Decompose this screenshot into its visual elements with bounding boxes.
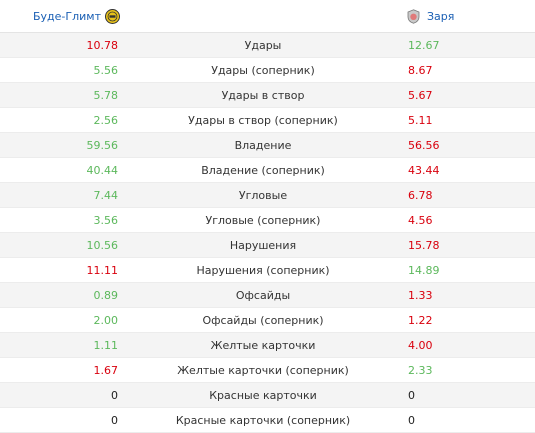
- away-stat-value: 12.67: [408, 38, 440, 52]
- away-stat-value: 1.33: [408, 288, 433, 302]
- stat-row: 2.56 Удары в створ (соперник) 5.11: [0, 108, 535, 133]
- stat-label: Удары в створ (соперник): [188, 113, 338, 127]
- stat-row: 59.56 Владение 56.56: [0, 133, 535, 158]
- stat-row: 7.44 Угловые 6.78: [0, 183, 535, 208]
- stat-row: 2.00 Офсайды (соперник) 1.22: [0, 308, 535, 333]
- stat-row: 1.67 Желтые карточки (соперник) 2.33: [0, 358, 535, 383]
- stat-label: Красные карточки: [209, 388, 317, 402]
- home-stat-value: 59.56: [86, 138, 119, 152]
- stat-label: Угловые: [238, 188, 288, 202]
- stat-row: 10.56 Нарушения 15.78: [0, 233, 535, 258]
- stat-row: 5.78 Удары в створ 5.67: [0, 83, 535, 108]
- away-stat-value: 6.78: [408, 188, 433, 202]
- home-stat-value: 0.89: [93, 288, 119, 302]
- away-stat-value: 0: [408, 413, 415, 427]
- away-stat-value: 2.33: [408, 363, 433, 377]
- home-stat-value: 10.78: [86, 38, 119, 52]
- home-stat-value: 2.00: [93, 313, 119, 327]
- stat-label: Желтые карточки (соперник): [177, 363, 349, 377]
- stat-row: 10.78 Удары 12.67: [0, 33, 535, 58]
- stat-label: Желтые карточки: [210, 338, 316, 352]
- home-stat-value: 5.78: [93, 88, 119, 102]
- stat-row: 1.11 Желтые карточки 4.00: [0, 333, 535, 358]
- home-stat-value: 2.56: [93, 113, 119, 127]
- away-stat-value: 5.67: [408, 88, 433, 102]
- away-stat-value: 8.67: [408, 63, 433, 77]
- home-stat-value: 1.11: [93, 338, 119, 352]
- away-stat-value: 1.22: [408, 313, 433, 327]
- away-stat-value: 56.56: [408, 138, 440, 152]
- stat-label: Удары в створ: [221, 88, 305, 102]
- stat-label: Нарушения (соперник): [196, 263, 330, 277]
- away-stat-value: 14.89: [408, 263, 440, 277]
- stat-row: 3.56 Угловые (соперник) 4.56: [0, 208, 535, 233]
- stat-row: 0 Красные карточки (соперник) 0: [0, 408, 535, 433]
- stats-rows: 10.78 Удары 12.67 5.56 Удары (соперник) 8.67 5…: [0, 33, 535, 433]
- home-stat-value: 0: [111, 388, 118, 402]
- stat-label: Нарушения: [229, 238, 297, 252]
- home-stat-value: 7.44: [93, 188, 119, 202]
- home-stat-value: 5.56: [93, 63, 119, 77]
- home-stat-value: 0: [111, 413, 118, 427]
- zorya-crest-icon: [406, 8, 421, 24]
- away-team-name[interactable]: Заря: [427, 9, 455, 23]
- stat-row: 5.56 Удары (соперник) 8.67: [0, 58, 535, 83]
- stat-label: Красные карточки (соперник): [175, 413, 351, 427]
- stat-label: Владение (соперник): [201, 163, 325, 177]
- stat-row: 11.11 Нарушения (соперник) 14.89: [0, 258, 535, 283]
- home-stat-value: 3.56: [93, 213, 119, 227]
- home-stat-value: 11.11: [86, 263, 119, 277]
- away-stat-value: 0: [408, 388, 415, 402]
- home-stat-value: 1.67: [93, 363, 119, 377]
- away-stat-value: 5.11: [408, 113, 433, 127]
- home-stat-value: 10.56: [86, 238, 119, 252]
- home-stat-value: 40.44: [86, 163, 119, 177]
- away-team[interactable]: Заря: [406, 8, 455, 24]
- stat-label: Офсайды (соперник): [202, 313, 324, 327]
- teams-header: Буде-Глимт Заря: [0, 0, 535, 33]
- stat-label: Удары: [244, 38, 282, 52]
- stat-label: Угловые (соперник): [205, 213, 321, 227]
- stat-label: Удары (соперник): [211, 63, 315, 77]
- away-stat-value: 43.44: [408, 163, 440, 177]
- stat-label: Офсайды: [235, 288, 291, 302]
- home-team-name[interactable]: Буде-Глимт: [33, 9, 101, 23]
- away-stat-value: 4.56: [408, 213, 433, 227]
- stat-row: 0 Красные карточки 0: [0, 383, 535, 408]
- home-team[interactable]: Буде-Глимт: [0, 8, 120, 24]
- bodo-glimt-crest-icon: [105, 8, 120, 24]
- away-stat-value: 15.78: [408, 238, 440, 252]
- away-stat-value: 4.00: [408, 338, 433, 352]
- stat-row: 0.89 Офсайды 1.33: [0, 283, 535, 308]
- stat-row: 40.44 Владение (соперник) 43.44: [0, 158, 535, 183]
- stat-label: Владение: [234, 138, 292, 152]
